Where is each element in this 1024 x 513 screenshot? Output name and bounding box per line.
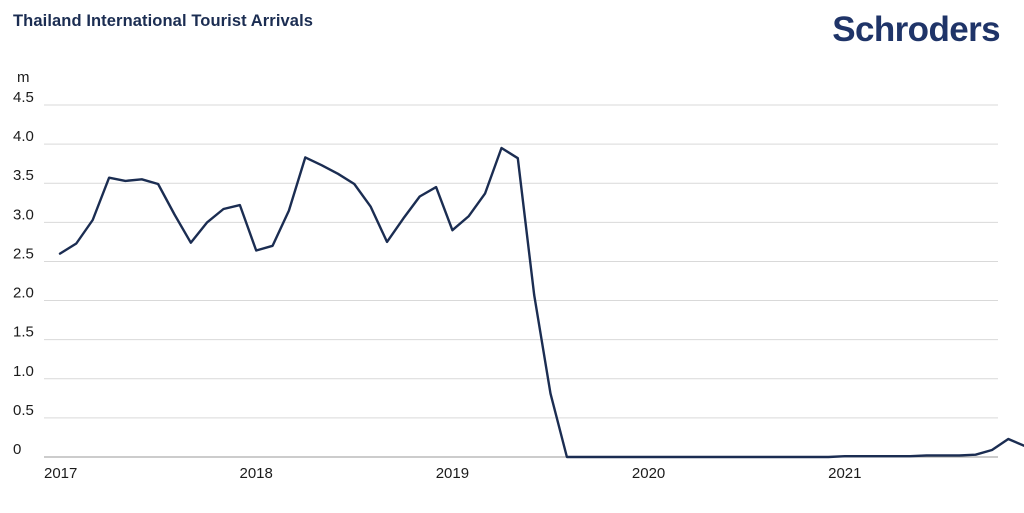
chart-title: Thailand International Tourist Arrivals [13,12,314,30]
y-tick-label: 3.5 [13,167,34,184]
y-tick-label: 4.0 [13,128,34,145]
y-tick-label: 2.0 [13,285,34,302]
x-tick-label: 2019 [436,465,469,482]
gridlines [44,104,998,458]
x-tick-label: 2021 [828,465,861,482]
y-tick-label: 3.0 [13,206,34,223]
y-tick-label: 1.5 [13,324,34,341]
x-tick-label: 2017 [44,465,77,482]
y-axis-ticks: 4.5 4.0 3.5 3.0 2.5 2.0 1.5 1.0 0.5 0 [13,89,34,458]
x-axis-ticks: 2017 2018 2019 2020 2021 [44,465,861,482]
y-tick-label: 2.5 [13,245,34,262]
x-tick-label: 2018 [240,465,273,482]
y-tick-label: 4.5 [13,89,34,106]
series-line-tourist-arrivals [58,146,1024,459]
brand-logo: Schroders [832,10,1000,49]
y-tick-label: 1.0 [13,363,34,380]
series-layer [58,146,1024,459]
y-tick-label: 0 [13,441,21,458]
y-tick-label: 0.5 [13,402,34,419]
y-axis-unit-label: m [17,69,30,86]
x-tick-label: 2020 [632,465,665,482]
